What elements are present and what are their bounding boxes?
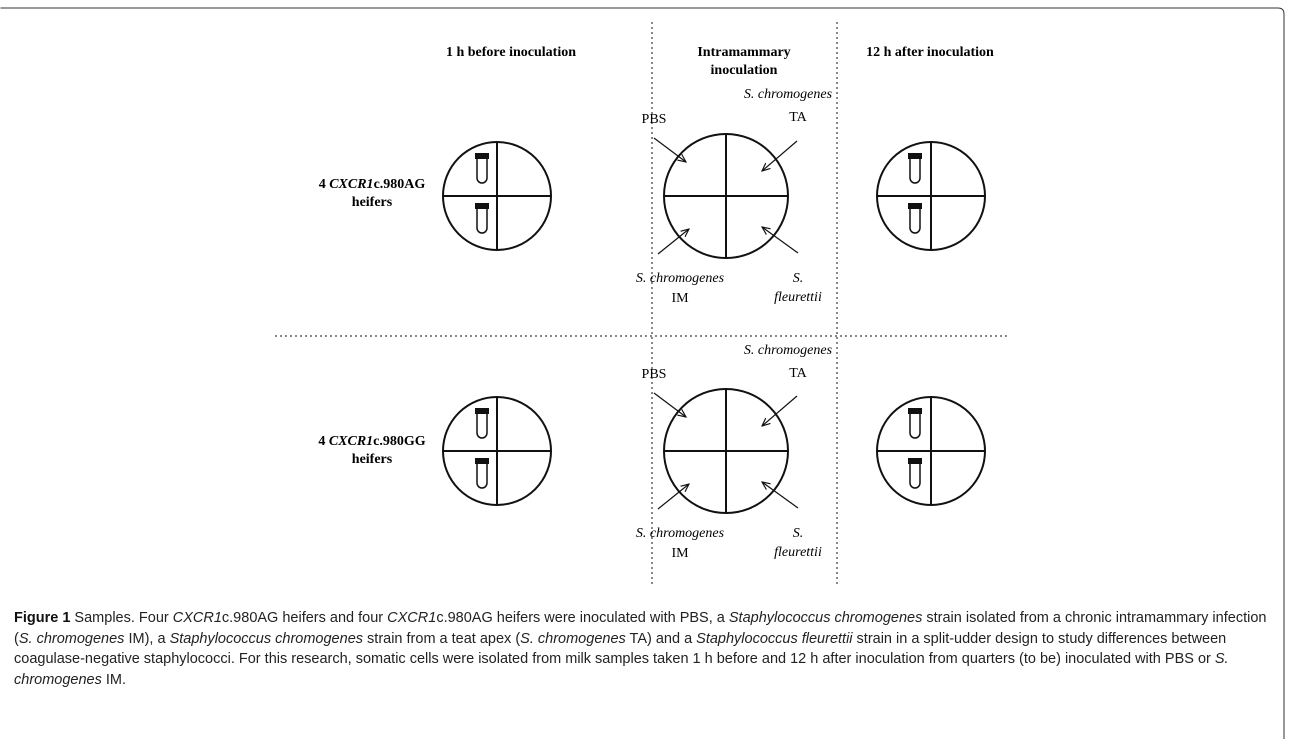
- sample-tube-icon: [907, 152, 923, 184]
- arrow-im-gg: [657, 484, 689, 510]
- label-im-ag: IM: [671, 291, 689, 306]
- caption-italic-term: S. chromogenes: [520, 630, 626, 647]
- header-before: 1 h before inoculation: [446, 45, 576, 60]
- caption-italic-term: Staphylococcus fleurettii: [696, 630, 853, 647]
- label-im-gg: IM: [671, 546, 689, 561]
- udder-after-ag: [876, 141, 986, 251]
- label-chromo-im-ag: S. chromogenes: [636, 271, 725, 286]
- header-after: 12 h after inoculation: [866, 45, 994, 60]
- label-fleur-s-gg: S.: [793, 526, 804, 541]
- caption-text-segment: c.980AG heifers were inoculated with PBS…: [436, 610, 729, 626]
- figure-label: Figure 1: [14, 610, 71, 626]
- sample-tube-icon: [474, 152, 490, 184]
- label-ta-ag: TA: [789, 110, 807, 125]
- caption-text: Samples. Four CXCR1c.980AG heifers and f…: [14, 610, 1266, 688]
- caption-text-segment: IM), a: [124, 630, 170, 647]
- caption-italic-term: CXCR1: [387, 610, 437, 626]
- sample-tube-icon: [907, 202, 923, 234]
- group-label-gg: 4 CXCR1c.980GG: [318, 434, 425, 449]
- group-label-ag: 4 CXCR1c.980AG: [319, 177, 426, 192]
- figure-border: [0, 7, 1285, 739]
- caption-italic-term: Staphylococcus chromogenes: [169, 630, 364, 647]
- sample-tube-icon: [474, 407, 490, 439]
- group-label-gg-word: heifers: [352, 452, 393, 467]
- label-ta-gg: TA: [789, 366, 807, 381]
- caption-italic-term: Staphylococcus chromogenes: [728, 610, 923, 626]
- arrow-fleur-ag: [762, 227, 799, 254]
- arrow-pbs-ag: [653, 137, 686, 162]
- label-fleur-gg: fleurettii: [774, 545, 822, 560]
- caption-italic-term: CXCR1: [172, 610, 222, 626]
- label-fleur-ag: fleurettii: [774, 290, 822, 305]
- arrow-im-ag: [657, 229, 689, 255]
- label-chromo-ta-gg: S. chromogenes: [744, 343, 833, 358]
- label-chromo-im-gg: S. chromogenes: [636, 526, 725, 541]
- caption-text-segment: strain isolated from a chronic intramamm…: [14, 610, 1267, 647]
- sample-tube-icon: [474, 457, 490, 489]
- udder-after-gg: [876, 396, 986, 506]
- header-inoculation-line1: Intramammary: [697, 45, 790, 60]
- caption-italic-term: S. chromogenes: [18, 630, 125, 647]
- arrow-pbs-gg: [653, 392, 686, 417]
- arrow-ta-gg: [762, 395, 798, 426]
- sample-tube-icon: [907, 407, 923, 439]
- caption-text-segment: TA) and a: [625, 630, 697, 647]
- arrow-fleur-gg: [762, 482, 799, 509]
- label-chromo-ta-ag: S. chromogenes: [744, 87, 833, 102]
- caption-text-segment: strain in a split-udder design to study …: [14, 630, 1227, 668]
- caption-text-segment: IM.: [101, 671, 127, 688]
- sample-tube-icon: [474, 202, 490, 234]
- udder-before-ag: [442, 141, 552, 251]
- label-pbs-gg: PBS: [642, 367, 667, 382]
- udder-before-gg: [442, 396, 552, 506]
- caption-text-segment: Samples. Four: [70, 610, 173, 626]
- arrow-ta-ag: [762, 140, 798, 171]
- udder-inoculation-gg: [663, 388, 789, 514]
- figure-caption: Figure 1 Samples. Four CXCR1c.980AG heif…: [14, 608, 1270, 690]
- caption-text-segment: strain from a teat apex (: [363, 630, 521, 647]
- caption-text-segment: c.980AG heifers and four: [221, 610, 388, 626]
- group-label-ag-word: heifers: [352, 195, 393, 210]
- sample-tube-icon: [907, 457, 923, 489]
- udder-inoculation-ag: [663, 133, 789, 259]
- label-fleur-s-ag: S.: [793, 271, 804, 286]
- header-inoculation-line2: inoculation: [711, 63, 778, 78]
- caption-italic-term: S. chromogenes: [14, 651, 1229, 688]
- label-pbs-ag: PBS: [642, 112, 667, 127]
